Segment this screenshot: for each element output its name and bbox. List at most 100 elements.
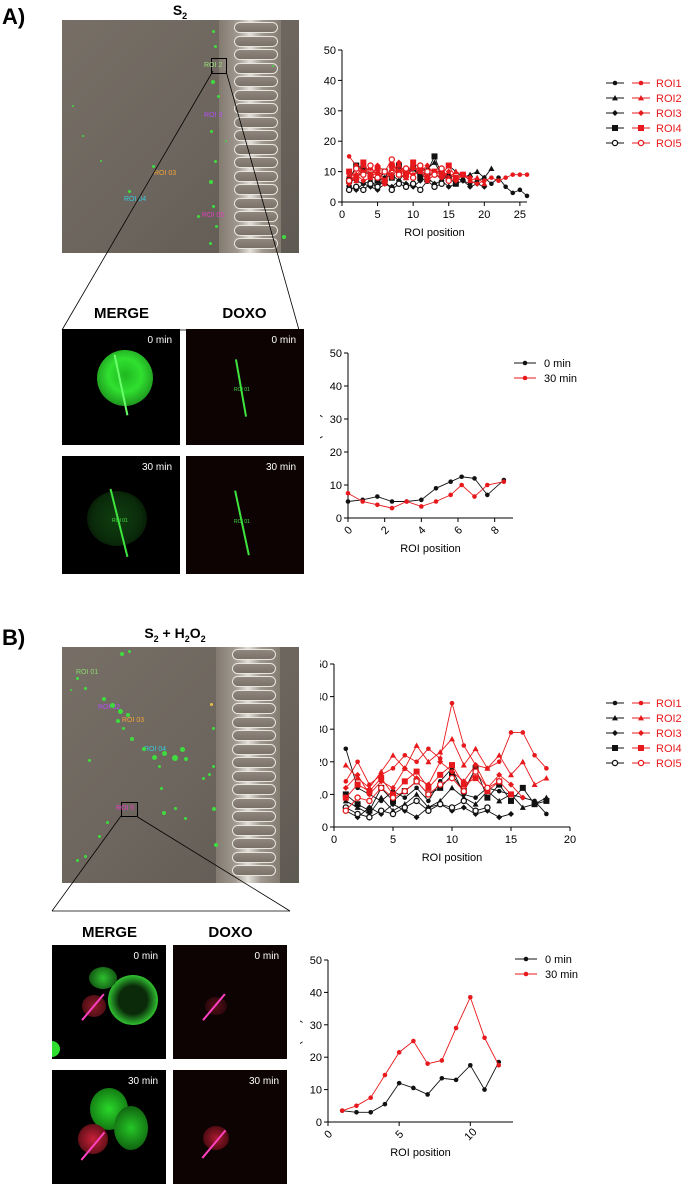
y-tick-label: 10 bbox=[330, 480, 342, 492]
series-black-0-min bbox=[345, 474, 507, 504]
roi-tag: ROI 01 bbox=[112, 518, 128, 524]
merge-tile-30min-b: 30 min bbox=[52, 1070, 166, 1184]
legend-marker bbox=[612, 745, 618, 751]
x-tick-label: 0 bbox=[331, 834, 337, 846]
data-point bbox=[489, 175, 494, 180]
data-point bbox=[352, 165, 360, 172]
data-point bbox=[417, 174, 424, 181]
data-point bbox=[389, 175, 395, 180]
data-point bbox=[339, 1108, 345, 1113]
roi-label: ROI 04 bbox=[144, 746, 167, 753]
x-tick-label: 8 bbox=[489, 524, 502, 537]
data-point bbox=[401, 778, 408, 785]
legend-label: 0 min bbox=[545, 954, 572, 966]
data-point bbox=[375, 494, 380, 499]
data-point bbox=[503, 184, 508, 190]
x-tick-label: 20 bbox=[564, 834, 576, 846]
y-tick-label: 40 bbox=[310, 987, 322, 999]
time-label: 30 min bbox=[141, 462, 172, 473]
data-point bbox=[437, 749, 444, 755]
data-point bbox=[425, 1092, 430, 1097]
roi-label: ROI 03 bbox=[154, 170, 177, 177]
merge-tile-0min-a: 0 min bbox=[62, 329, 180, 445]
data-point bbox=[378, 775, 385, 782]
data-point bbox=[448, 492, 453, 498]
y-tick-label: 30 bbox=[320, 724, 328, 736]
series-red-roi1 bbox=[346, 154, 530, 187]
data-point bbox=[472, 745, 479, 752]
data-point bbox=[437, 758, 444, 765]
data-point bbox=[360, 499, 365, 504]
legend-marker bbox=[611, 759, 619, 767]
legend-label: ROI4 bbox=[656, 743, 682, 755]
series-red-roi4 bbox=[342, 762, 514, 801]
data-point bbox=[484, 784, 491, 792]
roi-label: ROI 03 bbox=[122, 717, 145, 724]
y-tick-label: 10 bbox=[324, 167, 336, 179]
data-point bbox=[413, 742, 420, 748]
data-point bbox=[449, 784, 455, 791]
legend-entry: ROI1 bbox=[606, 78, 682, 90]
x-tick-label: 10 bbox=[462, 1126, 479, 1143]
roi-label: ROI 02 bbox=[98, 704, 121, 711]
data-point bbox=[439, 1058, 445, 1063]
data-point bbox=[484, 794, 491, 801]
data-point bbox=[413, 778, 420, 785]
legend-entry: ROI4 bbox=[606, 743, 682, 755]
zoom-connector-a bbox=[61, 70, 300, 331]
legend-entry: ROI1 bbox=[606, 698, 682, 710]
y-axis-label: F.I. (a.u.) bbox=[300, 1019, 303, 1062]
roi-box bbox=[121, 802, 138, 817]
data-point bbox=[496, 771, 503, 778]
data-point bbox=[354, 794, 361, 801]
data-point bbox=[426, 746, 431, 752]
legend-entry: ROI5 bbox=[606, 758, 682, 770]
legend-marker bbox=[522, 375, 528, 381]
data-point bbox=[360, 171, 367, 178]
time-label: 30 min bbox=[127, 1076, 158, 1087]
x-tick-label: 15 bbox=[505, 834, 517, 846]
legend-entry: 30 min bbox=[514, 373, 577, 385]
legend-entry: ROI3 bbox=[606, 728, 682, 740]
y-tick-label: 30 bbox=[324, 106, 336, 118]
data-point bbox=[354, 814, 361, 821]
roi-label: ROI 04 bbox=[124, 196, 147, 203]
legend-marker bbox=[611, 139, 619, 147]
data-point bbox=[448, 774, 456, 782]
data-point bbox=[508, 797, 514, 804]
data-point bbox=[473, 795, 478, 800]
data-point bbox=[459, 177, 466, 184]
roi-label: ROI 3 bbox=[204, 112, 223, 119]
doxo-tile-30min-b: 30 min bbox=[173, 1070, 287, 1184]
x-tick-label: 0 bbox=[342, 524, 355, 537]
data-point bbox=[413, 814, 420, 821]
data-point bbox=[354, 1103, 359, 1109]
data-point bbox=[496, 797, 503, 804]
panel-a-image-title: S2 bbox=[172, 2, 188, 21]
data-point bbox=[474, 174, 481, 181]
data-point bbox=[342, 794, 349, 801]
data-point bbox=[343, 779, 349, 784]
data-point bbox=[532, 752, 537, 758]
data-point bbox=[414, 759, 419, 765]
x-tick-label: 5 bbox=[375, 209, 381, 221]
data-point bbox=[449, 735, 455, 742]
data-point bbox=[366, 797, 373, 805]
data-point bbox=[448, 804, 456, 811]
data-point bbox=[503, 175, 508, 180]
y-tick-label: 40 bbox=[330, 381, 342, 393]
roi-tag: ROI 01 bbox=[234, 387, 250, 393]
data-point bbox=[381, 177, 388, 184]
data-point bbox=[425, 791, 432, 798]
data-point bbox=[345, 177, 353, 184]
merge-tile-0min-b: 0 min bbox=[52, 945, 166, 1059]
data-point bbox=[449, 762, 455, 769]
legend-label: ROI5 bbox=[656, 138, 682, 150]
data-point bbox=[460, 762, 467, 768]
data-point bbox=[467, 174, 474, 181]
data-point bbox=[353, 174, 360, 181]
data-point bbox=[413, 768, 420, 775]
data-point bbox=[452, 180, 459, 187]
merge-tile-30min-a: ROI 01 30 min bbox=[62, 456, 180, 574]
